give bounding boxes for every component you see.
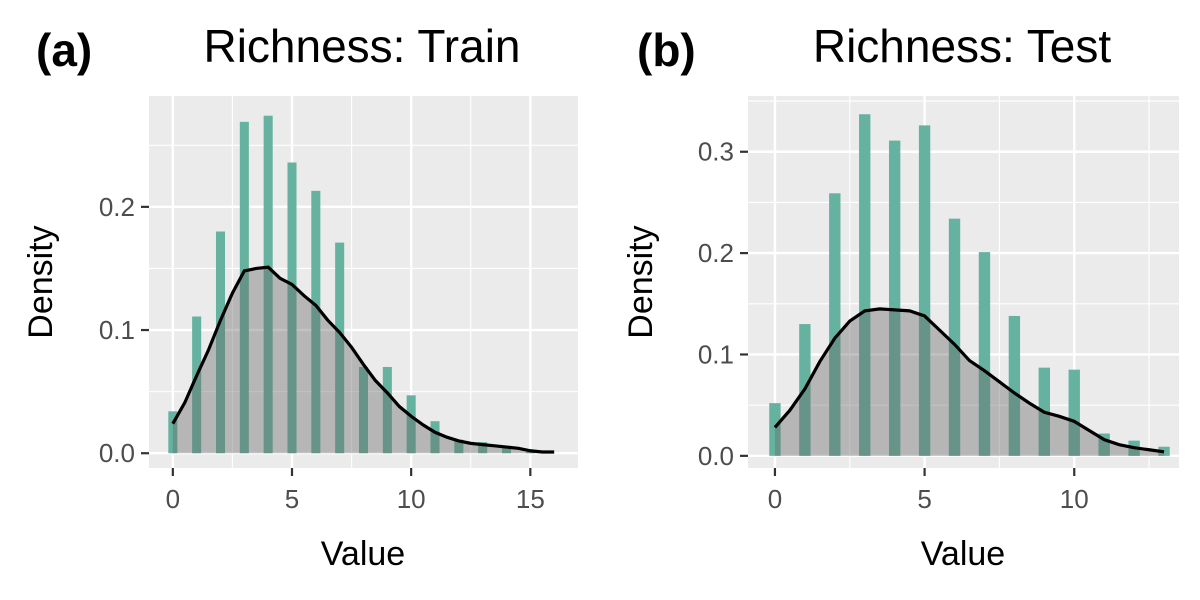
histogram-bar bbox=[769, 403, 781, 456]
histogram-bar bbox=[239, 121, 249, 454]
histogram-bar bbox=[978, 252, 991, 456]
histogram-bar bbox=[859, 114, 871, 456]
panel-b-density bbox=[773, 307, 1165, 456]
histogram-bar bbox=[1098, 433, 1110, 456]
histogram-bar bbox=[478, 442, 488, 454]
histogram-bar bbox=[829, 193, 841, 456]
panel-a: (a) Richness: Train 0 5 10 15 0.0 0.1 0.2 Valu… bbox=[22, 20, 578, 573]
density-area bbox=[172, 267, 555, 454]
histogram-bar bbox=[525, 451, 535, 454]
histogram-bar bbox=[311, 190, 321, 454]
y-tick-label: 0.0 bbox=[698, 441, 734, 471]
histogram-bar bbox=[215, 231, 226, 454]
histogram-bar bbox=[192, 316, 202, 454]
x-tick-label: 10 bbox=[1060, 484, 1089, 514]
y-tick-label: 0.1 bbox=[99, 315, 135, 345]
panel-a-tag: (a) bbox=[36, 24, 92, 76]
panel-a-bars bbox=[168, 115, 535, 454]
panel-b-title: Richness: Test bbox=[813, 20, 1112, 72]
histogram-bar bbox=[335, 242, 345, 454]
panel-b-plot-area bbox=[748, 96, 1179, 468]
panel-b-tag: (b) bbox=[637, 24, 696, 76]
x-tick-label: 15 bbox=[516, 484, 545, 514]
panel-a-x-axis-title: Value bbox=[321, 535, 405, 573]
y-tick-label: 0.0 bbox=[99, 438, 135, 468]
panel-a-title: Richness: Train bbox=[203, 20, 520, 72]
y-tick-label: 0.2 bbox=[99, 192, 135, 222]
x-tick-label: 0 bbox=[768, 484, 782, 514]
x-tick-label: 5 bbox=[285, 484, 299, 514]
panel-a-axes: 0 5 10 15 0.0 0.1 0.2 bbox=[99, 192, 545, 514]
histogram-bar bbox=[1008, 315, 1021, 456]
panel-b-y-axis-title: Density bbox=[622, 225, 660, 338]
y-tick-label: 0.3 bbox=[698, 137, 734, 167]
histogram-bar bbox=[888, 140, 901, 456]
x-tick-label: 10 bbox=[397, 484, 426, 514]
density-curve bbox=[171, 265, 555, 454]
panel-b-x-axis-title: Value bbox=[921, 535, 1005, 573]
histogram-bar bbox=[263, 115, 273, 454]
histogram-bar bbox=[501, 445, 512, 454]
panel-b-axes: 0 5 10 0.0 0.1 0.2 0.3 bbox=[698, 137, 1089, 514]
y-tick-label: 0.2 bbox=[698, 238, 734, 268]
histogram-bar bbox=[168, 411, 178, 454]
density-curve bbox=[773, 307, 1165, 454]
histogram-bar bbox=[918, 125, 931, 456]
panel-a-y-axis-title: Density bbox=[22, 225, 60, 338]
x-tick-label: 5 bbox=[917, 484, 931, 514]
panel-a-density bbox=[171, 265, 555, 454]
histogram-bar bbox=[1068, 369, 1080, 456]
histogram-bar bbox=[358, 366, 369, 454]
panel-b: (b) Richness: Test 0 5 10 0.0 0.1 0.2 0.3 Valu… bbox=[622, 20, 1179, 573]
histogram-bar bbox=[382, 366, 392, 454]
histogram-bar bbox=[430, 421, 440, 454]
histogram-bar bbox=[406, 395, 416, 454]
histogram-bar bbox=[454, 439, 464, 454]
histogram-bar bbox=[287, 162, 297, 454]
histogram-bar bbox=[948, 218, 961, 456]
x-tick-label: 0 bbox=[166, 484, 180, 514]
y-tick-label: 0.1 bbox=[698, 339, 734, 369]
